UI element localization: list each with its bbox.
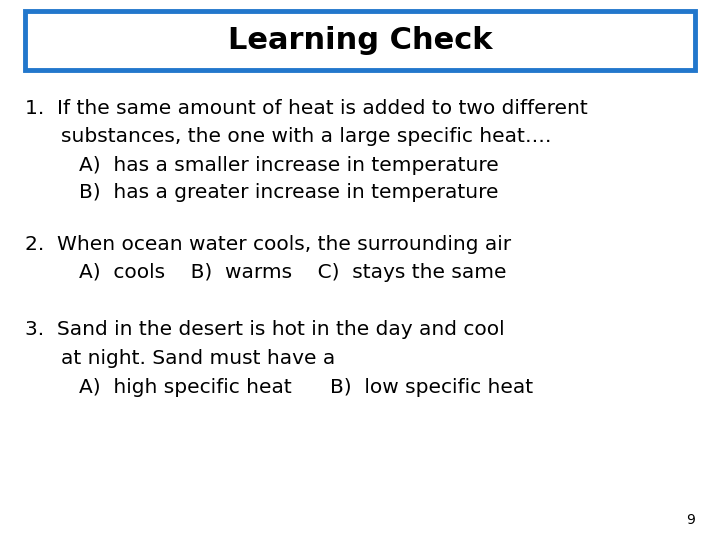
Text: 1.  If the same amount of heat is added to two different: 1. If the same amount of heat is added t…	[25, 98, 588, 118]
Text: 3.  Sand in the desert is hot in the day and cool: 3. Sand in the desert is hot in the day …	[25, 320, 505, 339]
Text: at night. Sand must have a: at night. Sand must have a	[61, 348, 336, 368]
Text: B)  has a greater increase in temperature: B) has a greater increase in temperature	[79, 183, 499, 202]
FancyBboxPatch shape	[25, 11, 695, 70]
Text: 9: 9	[686, 512, 695, 526]
Text: 2.  When ocean water cools, the surrounding air: 2. When ocean water cools, the surroundi…	[25, 234, 511, 254]
Text: A)  cools    B)  warms    C)  stays the same: A) cools B) warms C) stays the same	[79, 263, 507, 282]
Text: A)  high specific heat      B)  low specific heat: A) high specific heat B) low specific he…	[79, 377, 534, 397]
Text: substances, the one with a large specific heat….: substances, the one with a large specifi…	[61, 126, 552, 146]
Text: Learning Check: Learning Check	[228, 26, 492, 55]
Text: A)  has a smaller increase in temperature: A) has a smaller increase in temperature	[79, 156, 499, 176]
